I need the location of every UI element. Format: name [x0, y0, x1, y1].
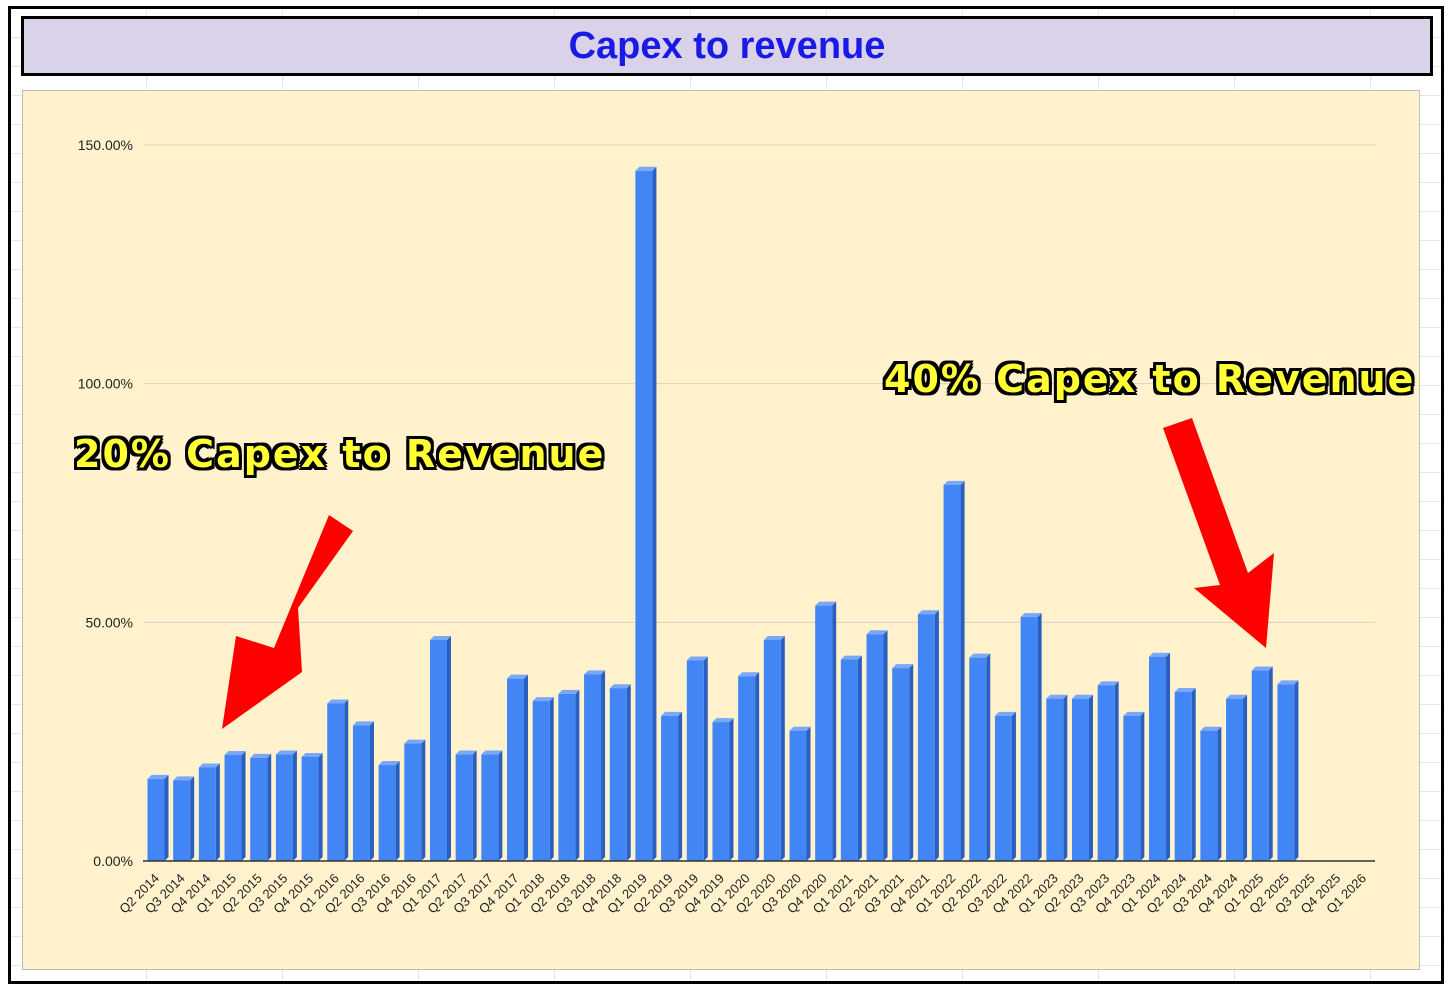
chart-panel: 0.00% 50.00% 100.00% 150.00% Q2 2014 Q3 2014 Q…: [22, 90, 1420, 970]
bar: [661, 711, 683, 861]
bar: [532, 697, 554, 861]
bar: [558, 689, 580, 861]
bar: [1020, 613, 1042, 861]
bar: [481, 750, 503, 861]
bar: [250, 753, 272, 861]
bar: [866, 630, 888, 861]
bar: [840, 655, 862, 861]
bar: [224, 751, 246, 861]
bar: [1277, 680, 1299, 861]
bar: [1097, 681, 1119, 861]
bar: [404, 739, 426, 861]
bar: [1149, 652, 1171, 861]
bar: [712, 718, 734, 861]
bar: [609, 684, 631, 861]
bar: [198, 763, 220, 861]
bar: [1046, 694, 1068, 861]
annotation-20-percent: 20% Capex to Revenue: [74, 432, 606, 476]
y-tick-label: 100.00%: [78, 376, 133, 392]
bar: [378, 761, 400, 861]
bar: [1174, 688, 1196, 861]
bar: [352, 721, 374, 861]
bar: [1226, 694, 1248, 861]
bar: [738, 672, 760, 861]
bar: [429, 635, 451, 861]
bar: [507, 674, 529, 861]
bar: [1200, 726, 1222, 861]
y-tick-label: 150.00%: [78, 137, 133, 153]
bar: [686, 656, 708, 861]
bar: [1251, 666, 1273, 861]
bar: [1123, 711, 1145, 861]
bar: [147, 774, 169, 861]
bar: [301, 752, 323, 861]
bar: [994, 711, 1016, 861]
bar: [815, 601, 837, 861]
bar: [173, 776, 195, 861]
bar: [969, 653, 991, 861]
bar: [455, 750, 477, 861]
bar: [584, 670, 606, 861]
annotation-40-percent: 40% Capex to Revenue: [884, 357, 1416, 401]
chart-title: Capex to revenue: [568, 24, 886, 67]
bar: [943, 480, 965, 861]
bar: [789, 726, 811, 861]
bar: [917, 610, 939, 861]
chart-title-box: Capex to revenue: [21, 16, 1433, 76]
bar: [1071, 694, 1093, 861]
bar: [275, 750, 297, 861]
y-tick-label: 50.00%: [86, 614, 133, 630]
y-tick-label: 0.00%: [93, 853, 133, 869]
bar: [763, 635, 785, 861]
bar: [892, 664, 914, 861]
bar: [635, 166, 657, 861]
bar: [327, 699, 349, 861]
